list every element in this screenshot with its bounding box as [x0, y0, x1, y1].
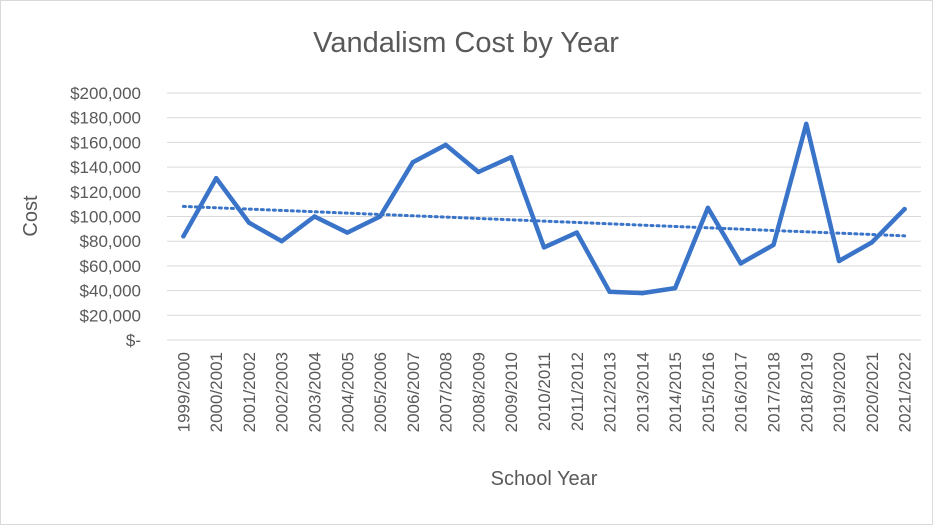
y-tick-label: $40,000: [80, 282, 141, 301]
data-point: [246, 220, 252, 225]
data-point: [410, 159, 416, 165]
data-point: [705, 205, 711, 211]
trendline: [181, 204, 907, 238]
data-point: [345, 230, 350, 235]
x-tick-label: 2000/2001: [207, 352, 226, 432]
data-point: [869, 240, 875, 245]
data-point: [640, 290, 645, 296]
data-point: [902, 206, 907, 212]
data-point: [836, 258, 842, 264]
y-tick-label: $60,000: [80, 257, 141, 276]
x-tick-label: 2011/2012: [568, 352, 587, 431]
x-tick-label: 2012/2013: [601, 352, 620, 432]
data-point: [672, 285, 678, 291]
x-tick-label: 2004/2005: [338, 352, 357, 432]
x-tick-label: 2017/2018: [764, 352, 783, 432]
y-tick-label: $140,000: [70, 158, 141, 177]
x-tick-label: 2013/2014: [633, 352, 652, 432]
x-tick-label: 2007/2008: [437, 352, 456, 432]
data-point: [181, 234, 186, 239]
y-tick-label: $80,000: [80, 232, 141, 251]
x-axis-ticks: 1999/2000 2000/2001 2001/2002 2002/2003 2003…: [174, 352, 914, 432]
y-tick-label: $100,000: [70, 208, 141, 227]
y-tick-label: $160,000: [70, 133, 141, 152]
data-point: [607, 289, 612, 295]
x-tick-label: 2020/2021: [863, 352, 882, 432]
x-tick-label: 2009/2010: [502, 352, 521, 432]
data-point: [574, 230, 579, 235]
x-tick-label: 2016/2017: [732, 352, 751, 432]
series-line: [181, 121, 907, 296]
x-tick-label: 1999/2000: [174, 352, 193, 432]
data-point: [541, 245, 547, 250]
x-tick-label: 2010/2011: [535, 352, 554, 431]
chart-title: Vandalism Cost by Year: [313, 27, 619, 59]
data-point: [804, 121, 809, 127]
data-point: [443, 142, 448, 148]
data-point: [377, 214, 383, 219]
x-tick-label: 2019/2020: [830, 352, 849, 432]
y-tick-label: $200,000: [70, 84, 141, 103]
y-tick-label: $-: [126, 331, 141, 350]
x-tick-label: 2021/2022: [896, 352, 915, 432]
x-tick-label: 2018/2019: [797, 352, 816, 432]
y-axis-ticks: $200,000 $180,000 $160,000 $140,000 $120,000…: [70, 84, 141, 350]
x-tick-label: 2006/2007: [404, 352, 423, 432]
data-point: [213, 176, 219, 181]
x-tick-label: 2015/2016: [699, 352, 718, 432]
x-tick-label: 2001/2002: [240, 352, 259, 432]
data-point: [476, 169, 481, 175]
x-tick-label: 2008/2009: [469, 352, 488, 432]
series-layer: [181, 121, 907, 296]
data-point: [312, 214, 317, 219]
data-point: [771, 242, 776, 248]
y-tick-label: $20,000: [80, 306, 141, 325]
data-point: [279, 239, 284, 244]
x-axis-label: School Year: [491, 468, 598, 490]
x-tick-label: 2003/2004: [306, 352, 325, 432]
y-tick-label: $120,000: [70, 183, 141, 202]
grid-lines: [167, 92, 921, 341]
data-point: [509, 155, 514, 160]
y-axis-label: Cost: [20, 195, 42, 237]
y-tick-label: $180,000: [70, 109, 141, 128]
data-point: [738, 261, 743, 266]
x-tick-label: 2005/2006: [371, 352, 390, 432]
x-tick-label: 2002/2003: [273, 352, 292, 432]
x-tick-label: 2014/2015: [666, 352, 685, 432]
